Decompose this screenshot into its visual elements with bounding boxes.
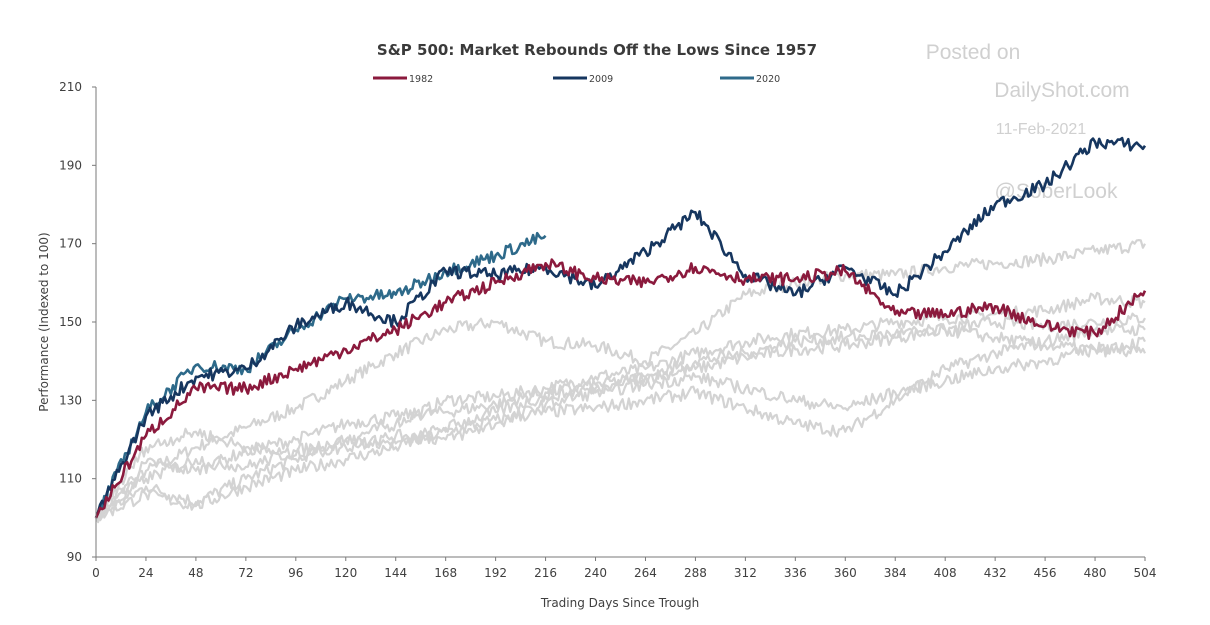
x-tick-label: 144 <box>384 566 407 580</box>
y-tick-label: 90 <box>67 550 82 564</box>
highlighted-series-group <box>94 136 1147 519</box>
chart-title: S&P 500: Market Rebounds Off the Lows Si… <box>377 41 817 59</box>
series-line-historical-6 <box>95 323 1146 522</box>
x-tick-label: 240 <box>584 566 607 580</box>
legend-label-2020: 2020 <box>756 74 780 85</box>
legend: 1982 2009 2020 <box>373 74 780 85</box>
watermark-site: DailyShot.com <box>994 79 1129 102</box>
x-tick-label: 72 <box>238 566 253 580</box>
x-tick-label: 0 <box>92 566 100 580</box>
x-tick-label: 504 <box>1134 566 1157 580</box>
x-tick-label: 480 <box>1084 566 1107 580</box>
x-tick-label: 96 <box>288 566 303 580</box>
series-line-historical-5 <box>94 312 1146 519</box>
x-tick-label: 216 <box>534 566 557 580</box>
series-line-historical-7 <box>95 322 1146 522</box>
axes: 90 110 130 150 170 190 210 0 24 48 72 96 120 144 168 19… <box>59 80 1156 580</box>
legend-label-1982: 1982 <box>409 74 433 85</box>
series-line-historical-3 <box>95 239 1146 524</box>
watermark-posted-on: Posted on <box>926 41 1021 64</box>
x-tick-label: 384 <box>884 566 907 580</box>
legend-label-2009: 2009 <box>589 74 613 85</box>
x-tick-label: 168 <box>434 566 457 580</box>
y-tick-label: 150 <box>59 315 82 329</box>
series-line-historical-8 <box>95 336 1146 522</box>
x-tick-label: 456 <box>1034 566 1057 580</box>
x-tick-label: 192 <box>484 566 507 580</box>
y-axis-title: Performance (Indexed to 100) <box>37 232 51 411</box>
x-axis-title: Trading Days Since Trough <box>540 596 699 610</box>
x-tick-label: 264 <box>634 566 657 580</box>
x-tick-label: 48 <box>188 566 203 580</box>
y-tick-label: 190 <box>59 158 82 172</box>
watermark-handle: @SoberLook <box>995 180 1118 203</box>
x-tick-label: 336 <box>784 566 807 580</box>
x-tick-label: 24 <box>138 566 153 580</box>
y-tick-label: 130 <box>59 393 82 407</box>
x-tick-label: 408 <box>934 566 957 580</box>
x-tick-label: 432 <box>984 566 1007 580</box>
y-tick-label: 210 <box>59 80 82 94</box>
series-line-2020 <box>94 231 547 519</box>
x-tick-label: 312 <box>734 566 757 580</box>
watermark-date: 11-Feb-2021 <box>996 121 1087 138</box>
series-line-2009 <box>94 136 1147 519</box>
y-tick-label: 170 <box>59 237 82 251</box>
series-line-1982 <box>94 258 1147 519</box>
x-tick-label: 120 <box>334 566 357 580</box>
x-tick-label: 288 <box>684 566 707 580</box>
watermark: Posted on DailyShot.com 11-Feb-2021 @Sob… <box>926 41 1130 203</box>
x-tick-label: 360 <box>834 566 857 580</box>
y-tick-label: 110 <box>59 472 82 486</box>
